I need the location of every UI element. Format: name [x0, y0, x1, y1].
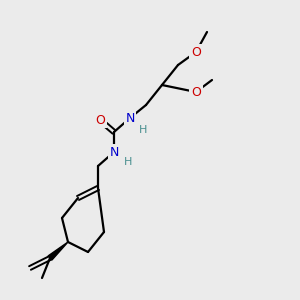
- Text: O: O: [191, 46, 201, 59]
- Text: O: O: [191, 85, 201, 98]
- Text: H: H: [139, 125, 147, 135]
- Text: N: N: [125, 112, 135, 124]
- Text: N: N: [109, 146, 119, 158]
- Text: H: H: [124, 157, 132, 167]
- Polygon shape: [48, 242, 68, 260]
- Text: O: O: [95, 113, 105, 127]
